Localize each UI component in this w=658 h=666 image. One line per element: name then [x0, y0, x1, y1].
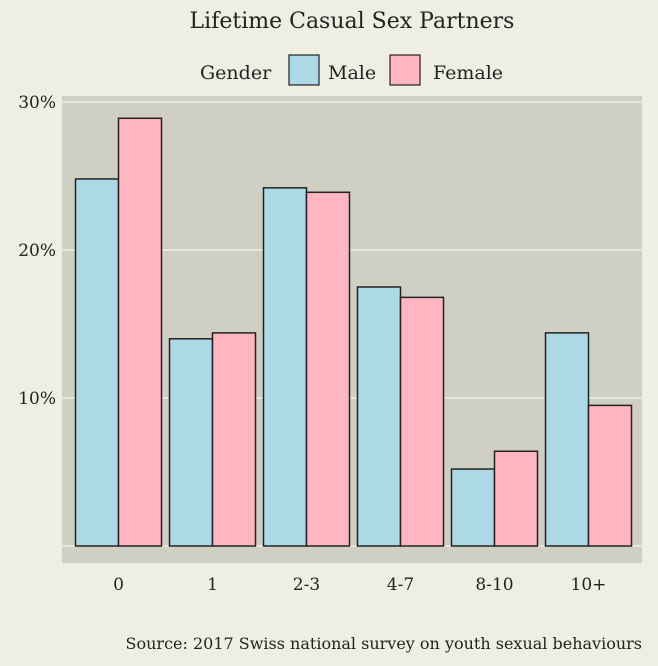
x-tick-label: 8-10	[475, 575, 513, 595]
chart-title: Lifetime Casual Sex Partners	[190, 9, 515, 34]
bar-female-8-10	[493, 450, 539, 547]
x-tick-label: 0	[113, 575, 124, 595]
legend-swatch-female	[389, 54, 421, 86]
x-tick-label: 2-3	[293, 575, 320, 595]
x-tick-label: 10+	[571, 575, 607, 595]
bar-male-1	[168, 338, 214, 547]
bar-female-1	[211, 332, 257, 547]
bars	[74, 117, 633, 547]
bar-female-2-3	[305, 191, 351, 547]
x-tick-label: 4-7	[387, 575, 414, 595]
y-tick-label: 20%	[18, 241, 56, 261]
bar-female-0	[117, 117, 163, 547]
bar-male-8-10	[450, 468, 496, 547]
x-axis: 0 1 2-3 4-7 8-10 10+	[113, 575, 606, 595]
legend-label-female: Female	[433, 62, 503, 84]
legend: Gender Male Female	[200, 54, 503, 86]
legend-title: Gender	[200, 62, 272, 84]
legend-swatch-male	[288, 54, 320, 86]
y-tick-label: 30%	[18, 93, 56, 113]
chart-caption: Source: 2017 Swiss national survey on yo…	[126, 634, 642, 653]
legend-label-male: Male	[328, 62, 376, 84]
bar-female-4-7	[399, 296, 445, 547]
bar-female-10+	[587, 404, 633, 547]
bar-male-0	[74, 178, 120, 547]
y-tick-label: 10%	[18, 389, 56, 409]
bar-male-2-3	[262, 187, 308, 547]
bar-male-10+	[544, 332, 590, 547]
bar-male-4-7	[356, 286, 402, 547]
y-axis: 10% 20% 30%	[18, 93, 56, 409]
x-tick-label: 1	[207, 575, 218, 595]
